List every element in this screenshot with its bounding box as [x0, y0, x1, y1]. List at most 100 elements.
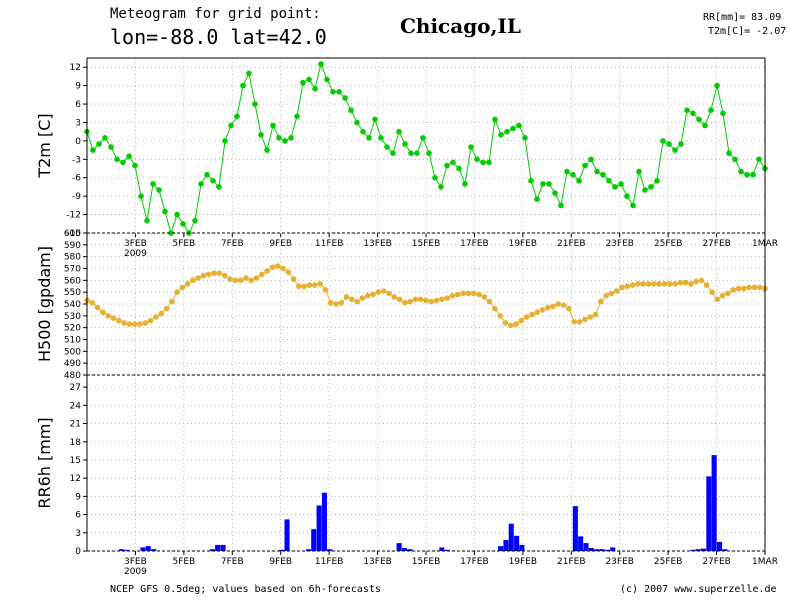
t2m-data-point	[288, 135, 294, 141]
t2m-data-point	[450, 159, 456, 166]
rr6h-bar	[215, 544, 221, 551]
y-axis-label: T2m [C]	[35, 113, 54, 178]
t2m-data-point	[324, 76, 330, 83]
t2m-data-point	[750, 171, 756, 178]
h500-data-point	[550, 303, 556, 310]
h500-data-point	[370, 291, 376, 298]
t2m-data-point	[462, 181, 468, 187]
t2m-data-point	[456, 165, 462, 172]
h500-data-point	[513, 321, 519, 327]
h500-data-point	[682, 279, 689, 286]
t2m-data-point	[612, 184, 618, 190]
rr6h-bar	[439, 547, 445, 551]
y-tick-label: 600	[64, 229, 81, 239]
t2m-data-point	[180, 221, 186, 227]
t2m-data-point	[570, 171, 576, 178]
h500-data-point	[359, 295, 366, 301]
t2m-data-point	[564, 168, 570, 175]
t2m-data-point	[138, 193, 144, 199]
h500-data-point	[529, 311, 535, 318]
h500-data-point	[253, 275, 260, 281]
h500-data-point	[455, 291, 461, 298]
h500-data-point	[243, 275, 249, 281]
t2m-data-point	[264, 147, 270, 153]
rr6h-bar	[503, 540, 509, 551]
h500-data-point	[290, 276, 297, 282]
t2m-data-point	[492, 116, 498, 123]
h500-data-point	[592, 311, 599, 318]
t2m-data-point	[720, 110, 726, 117]
h500-data-point	[688, 281, 694, 287]
t2m-data-point	[408, 150, 414, 156]
data-source-note: NCEP GFS 0.5deg; values based on 6h-fore…	[110, 584, 381, 595]
t2m-data-point	[666, 141, 672, 147]
h500-data-point	[285, 269, 292, 275]
rr6h-bar	[279, 549, 285, 551]
y-axis-label: H500 [gpdam]	[35, 246, 54, 362]
rr6h-bar	[396, 543, 402, 551]
t2m-data-point	[486, 159, 492, 166]
x-tick-label: 5FEB	[172, 557, 195, 567]
y-tick-label: 27	[70, 383, 81, 393]
t2m-data-point	[312, 85, 318, 92]
t2m-data-point	[588, 156, 594, 163]
t2m-data-point	[114, 156, 120, 163]
h500-data-point	[184, 281, 191, 287]
t2m-data-point	[300, 79, 306, 86]
y-tick-label: 530	[64, 312, 81, 322]
h500-data-point	[248, 277, 254, 284]
rr6h-bar	[604, 549, 610, 551]
h500-data-point	[449, 292, 456, 299]
t2m-data-point	[330, 89, 336, 95]
h500-data-point	[211, 270, 217, 277]
h500-data-point	[555, 301, 562, 307]
h500-data-point	[661, 281, 668, 287]
h500-data-point	[306, 282, 313, 288]
h500-data-point	[703, 282, 710, 288]
x-tick-label: 13FEB	[363, 557, 392, 567]
t2m-data-point	[672, 147, 678, 153]
h500-data-point	[470, 290, 477, 297]
h500-data-point	[338, 300, 345, 306]
t2m-data-point	[228, 122, 234, 129]
h500-data-point	[608, 290, 615, 297]
t2m-data-point	[336, 89, 342, 95]
t2m-data-point	[90, 147, 96, 153]
y-tick-label: 520	[64, 324, 81, 334]
y-tick-label: 6	[75, 511, 81, 521]
rr6h-bar	[514, 535, 520, 551]
h500-data-point	[613, 288, 620, 294]
h500-data-point	[94, 304, 101, 311]
h500-data-point	[497, 313, 504, 319]
t2m-data-point	[270, 122, 276, 129]
t2m-data-point	[732, 156, 738, 163]
rr6h-bar	[140, 547, 146, 551]
h500-data-point	[105, 313, 111, 319]
t2m-data-point	[582, 162, 588, 169]
h500-data-point	[237, 277, 244, 284]
t2m-data-point	[306, 76, 312, 83]
h500-data-point	[481, 294, 488, 300]
t2m-data-point	[360, 128, 366, 135]
t2m-data-point	[372, 116, 378, 123]
h500-data-point	[301, 283, 308, 290]
t2m-data-point	[474, 156, 480, 163]
t2m-data-point	[318, 61, 324, 67]
h500-data-point	[200, 272, 207, 279]
t2m-data-point	[276, 135, 282, 141]
t2m-data-point	[108, 144, 114, 150]
rr6h-bar	[695, 549, 701, 551]
t2m-data-point	[396, 128, 402, 135]
h500-data-point	[476, 291, 482, 298]
h500-data-point	[428, 298, 435, 305]
y-axis-label: RR6h [mm]	[35, 417, 54, 508]
h500-data-point	[656, 281, 662, 287]
y-tick-label: 490	[64, 359, 81, 369]
h500-data-point	[227, 276, 233, 282]
h500-data-point	[163, 305, 170, 312]
y-tick-label: 560	[64, 276, 81, 286]
t2m-data-point	[510, 125, 516, 132]
rr6h-bar	[588, 548, 594, 551]
t2m-data-point	[528, 178, 534, 184]
y-tick-label: 0	[75, 137, 81, 147]
